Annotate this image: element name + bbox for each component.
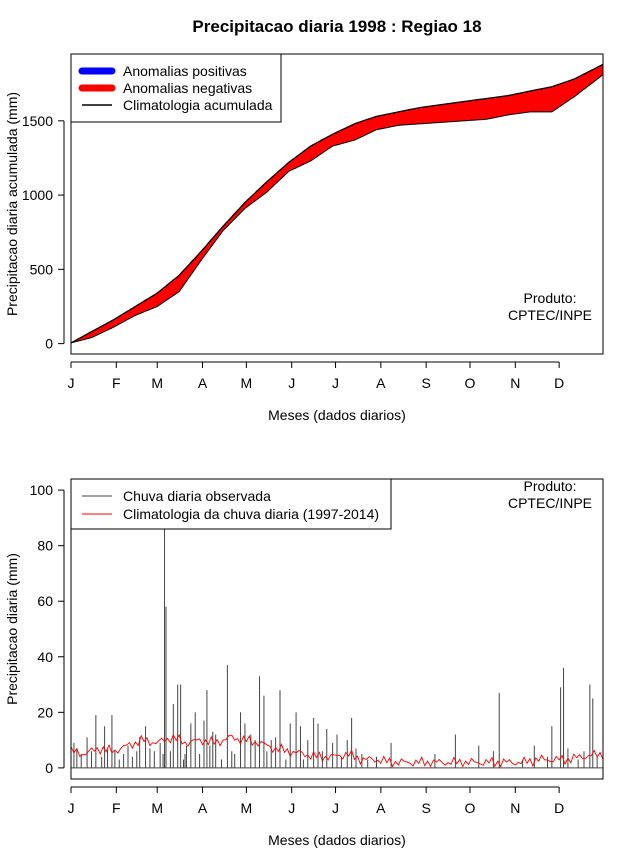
x-tick-label: N [510, 800, 520, 816]
legend-bottom: Chuva diaria observada Climatologia da c… [70, 478, 392, 530]
x-tick-label: F [112, 375, 121, 391]
x-tick-label: D [554, 375, 564, 391]
daily-climatology-layer [70, 733, 604, 768]
y-tick-label: 20 [37, 704, 53, 720]
legend-label-climatology: Climatologia acumulada [123, 97, 273, 113]
y-tick-label: 40 [37, 649, 53, 665]
legend-label-negative: Anomalias negativas [123, 80, 252, 96]
x-tick-label: S [421, 800, 430, 816]
x-tick-label: M [151, 375, 163, 391]
x-tick-label: O [465, 375, 476, 391]
y-axis-label-top: Precipitacao diaria acumulada (mm) [4, 92, 20, 316]
daily-panel: 0 20 40 60 80 100 J F M A M J J A S O N D Meses (dados d… [4, 478, 604, 848]
annotation-source-top: CPTEC/INPE [508, 307, 592, 323]
x-tick-label: M [241, 800, 253, 816]
x-tick-label: J [332, 375, 339, 391]
y-tick-label: 100 [30, 482, 54, 498]
y-tick-label: 80 [37, 538, 53, 554]
x-tick-label: J [288, 375, 295, 391]
x-tick-label: J [332, 800, 339, 816]
x-tick-label: A [376, 375, 386, 391]
y-tick-label: 0 [45, 336, 53, 352]
y-tick-label: 500 [30, 261, 54, 277]
x-tick-label: O [465, 800, 476, 816]
y-axis-top: 0 500 1000 1500 [22, 113, 65, 352]
daily-bars-layer [71, 523, 603, 769]
x-tick-label: A [198, 800, 208, 816]
y-tick-label: 1000 [22, 187, 53, 203]
legend-top: Anomalias positivas Anomalias negativas … [70, 53, 282, 123]
x-tick-label: N [510, 375, 520, 391]
x-tick-label: A [376, 800, 386, 816]
x-axis-label-top: Meses (dados diarios) [268, 407, 406, 423]
x-tick-label: D [554, 800, 564, 816]
observed-accumulated-line [70, 74, 604, 344]
climatology-accumulated-line [70, 63, 604, 344]
annotation-source-bottom: CPTEC/INPE [508, 495, 592, 511]
x-tick-label: J [68, 800, 75, 816]
annotation-product-label-bottom: Produto: [524, 478, 577, 494]
accumulated-panel: 0 500 1000 1500 J F M A M J J A S O N D Meses (dados d… [4, 53, 604, 423]
x-tick-label: A [198, 375, 208, 391]
y-tick-label: 0 [45, 760, 53, 776]
y-axis-label-bottom: Precipitacao diaria (mm) [4, 553, 20, 705]
annotation-product-label-top: Produto: [524, 290, 577, 306]
y-axis-bottom: 0 20 40 60 80 100 [30, 482, 65, 776]
x-tick-label: M [241, 375, 253, 391]
plot-frame-top [70, 53, 604, 355]
x-tick-label: F [112, 800, 121, 816]
legend-label-daily-obs: Chuva diaria observada [123, 488, 271, 504]
legend-box-bottom [70, 478, 392, 530]
x-tick-label: M [151, 800, 163, 816]
x-axis-label-bottom: Meses (dados diarios) [268, 832, 406, 848]
accumulated-lines-layer [70, 63, 604, 344]
daily-climatology-line [70, 733, 604, 768]
x-tick-label: J [68, 375, 75, 391]
legend-label-daily-clim: Climatologia da chuva diaria (1997-2014) [123, 506, 379, 522]
legend-label-positive: Anomalias positivas [123, 63, 247, 79]
anomaly-fill-layer [71, 64, 603, 343]
negative-anomaly-area [71, 64, 603, 343]
x-tick-label: S [421, 375, 430, 391]
x-tick-label: J [288, 800, 295, 816]
y-tick-label: 1500 [22, 113, 53, 129]
y-tick-label: 60 [37, 593, 53, 609]
chart-title: Precipitacao diaria 1998 : Regiao 18 [192, 17, 481, 36]
